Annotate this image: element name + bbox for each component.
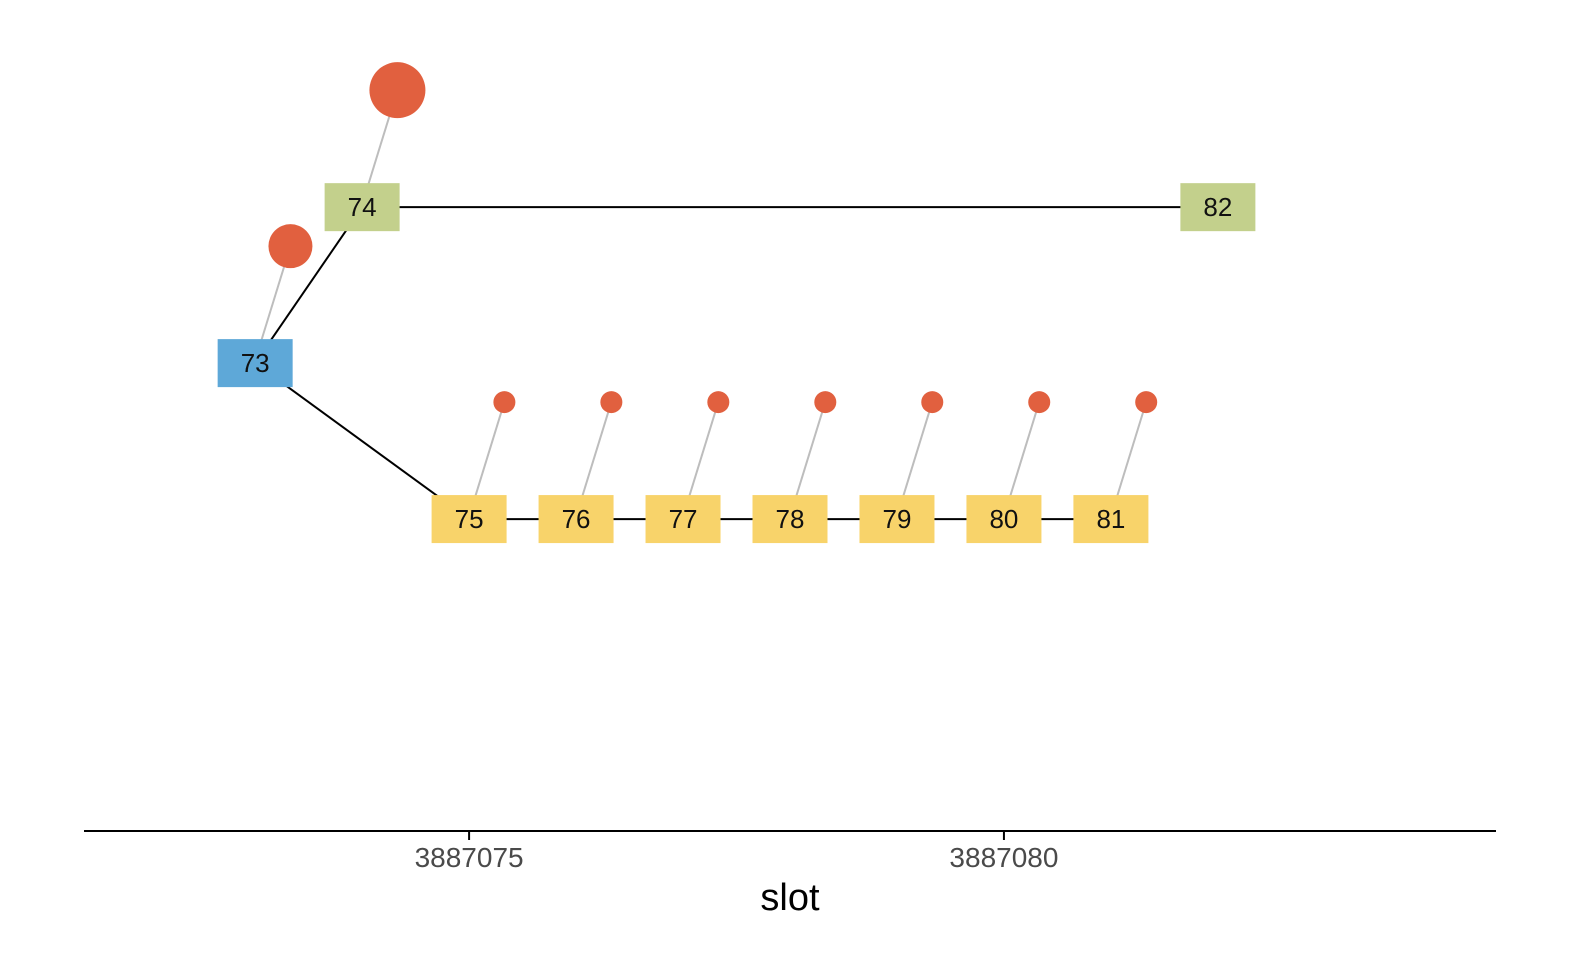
block-label-79: 79 <box>883 504 912 534</box>
vote-link-79 <box>902 401 934 498</box>
vote-marker-73 <box>268 224 313 269</box>
block-label-81: 81 <box>1096 504 1125 534</box>
x-tick-label-3887075: 3887075 <box>415 842 524 873</box>
block-node-79: 79 <box>859 495 935 544</box>
block-label-78: 78 <box>776 504 805 534</box>
x-axis: 3887075 3887080 <box>84 830 1496 873</box>
block-node-76: 76 <box>538 495 614 544</box>
x-tick-label-3887080: 3887080 <box>949 842 1058 873</box>
vote-link-75 <box>474 401 506 498</box>
block-box-80 <box>966 495 1042 544</box>
vote-marker-81 <box>1135 391 1158 414</box>
vote-markers <box>268 62 1158 414</box>
block-node-75: 75 <box>431 495 507 544</box>
edges <box>254 206 1218 521</box>
block-node-82: 82 <box>1180 183 1256 232</box>
vote-marker-75 <box>493 391 516 414</box>
vote-marker-76 <box>600 391 623 414</box>
block-node-80: 80 <box>966 495 1042 544</box>
block-box-73 <box>217 339 293 388</box>
block-label-73: 73 <box>241 348 270 378</box>
x-axis-title: slot <box>760 877 820 919</box>
block-label-77: 77 <box>669 504 698 534</box>
block-box-74 <box>324 183 400 232</box>
edge-73-75 <box>254 362 470 520</box>
block-box-75 <box>431 495 507 544</box>
block-box-81 <box>1073 495 1149 544</box>
vote-link-77 <box>688 401 720 498</box>
vote-marker-77 <box>707 391 730 414</box>
vote-marker-74 <box>369 62 426 119</box>
block-box-77 <box>645 495 721 544</box>
block-node-78: 78 <box>752 495 828 544</box>
vote-link-80 <box>1008 401 1041 498</box>
vote-marker-79 <box>921 391 944 414</box>
vote-marker-80 <box>1028 391 1051 414</box>
block-node-81: 81 <box>1073 495 1149 544</box>
block-node-73: 73 <box>217 339 293 388</box>
block-label-74: 74 <box>348 192 377 222</box>
block-label-82: 82 <box>1203 192 1232 222</box>
block-label-75: 75 <box>455 504 484 534</box>
block-box-79 <box>859 495 935 544</box>
block-label-80: 80 <box>989 504 1018 534</box>
vote-marker-78 <box>814 391 837 414</box>
edge-73-74 <box>254 206 363 364</box>
vote-link-76 <box>581 401 613 498</box>
block-box-76 <box>538 495 614 544</box>
vote-link-78 <box>795 401 827 498</box>
block-box-78 <box>752 495 828 544</box>
vote-links <box>260 89 1148 498</box>
vote-link-81 <box>1115 401 1148 498</box>
block-node-74: 74 <box>324 183 400 232</box>
block-box-82 <box>1180 183 1256 232</box>
block-label-76: 76 <box>562 504 591 534</box>
block-node-77: 77 <box>645 495 721 544</box>
nodes: 73 74 82 75 76 77 78 79 80 81 <box>217 183 1256 544</box>
